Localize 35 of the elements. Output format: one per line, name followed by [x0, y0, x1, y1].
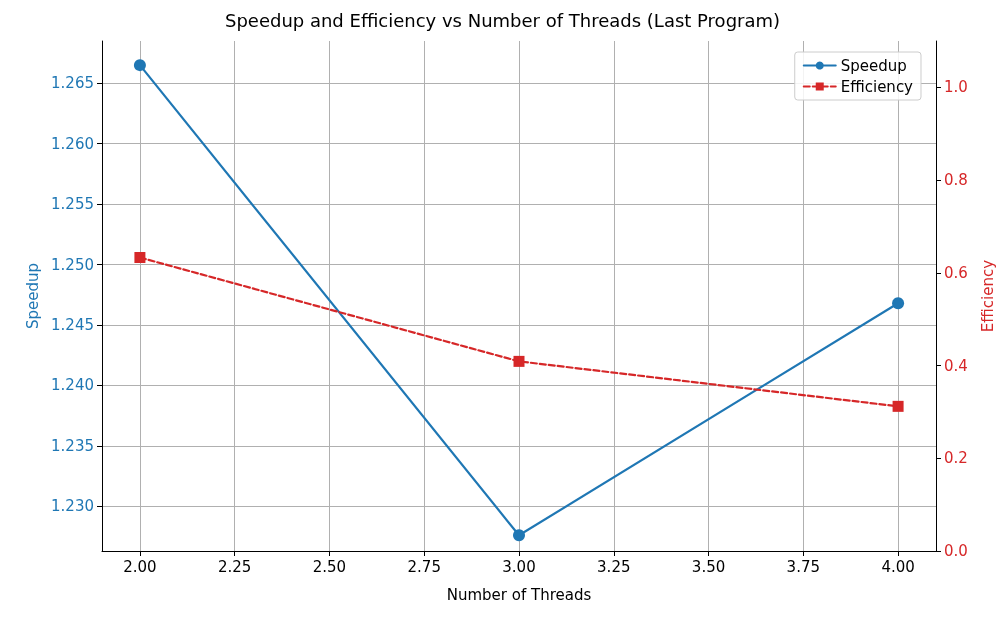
point: [513, 529, 525, 542]
point: [892, 297, 905, 310]
y2-tick-label: 0.8: [944, 171, 968, 190]
x-axis-title: Number of Threads: [446, 585, 592, 604]
x-tick-label: 3.00: [502, 557, 536, 576]
legend-label: Efficiency: [840, 77, 914, 96]
y2-tick-label: 0.2: [944, 449, 968, 468]
y-tick-label: 1.240: [51, 376, 94, 395]
y-tick-label: 1.235: [51, 436, 94, 455]
y-tick-label: 1.255: [51, 195, 94, 214]
y-tick-label: 1.250: [51, 255, 94, 274]
y-tick-label: 1.265: [51, 74, 94, 93]
y-tick-label: 1.230: [51, 497, 94, 516]
x-tick-label: 4.00: [881, 557, 915, 576]
y2-tick-label: 0.4: [944, 356, 968, 375]
x-tick-label: 3.25: [597, 557, 631, 576]
y-tick-label: 1.245: [51, 316, 94, 334]
x-tick-label: 2.50: [312, 557, 347, 576]
legend-label: Speedup: [840, 56, 907, 75]
y-tick-label: 1.260: [51, 134, 94, 153]
point: [892, 400, 904, 412]
point: [134, 252, 146, 264]
y2-tick-label: 0.6: [944, 263, 968, 282]
x-tick-label: 2.25: [217, 557, 252, 576]
y2-tick-label: 1.0: [944, 78, 968, 97]
point: [133, 59, 146, 72]
x-tick-label: 2.00: [123, 557, 157, 576]
chart-title: Speedup and Efficiency vs Number of Threads (Last Program): [224, 9, 781, 31]
y2-tick-label: 0.0: [944, 542, 968, 560]
x-tick-label: 2.75: [407, 557, 441, 576]
y-axis-title: Speedup: [23, 262, 42, 330]
x-tick-label: 3.75: [786, 557, 821, 576]
point: [513, 355, 525, 367]
x-tick-label: 3.50: [691, 557, 726, 576]
y2-axis-title: Efficiency: [978, 259, 997, 333]
